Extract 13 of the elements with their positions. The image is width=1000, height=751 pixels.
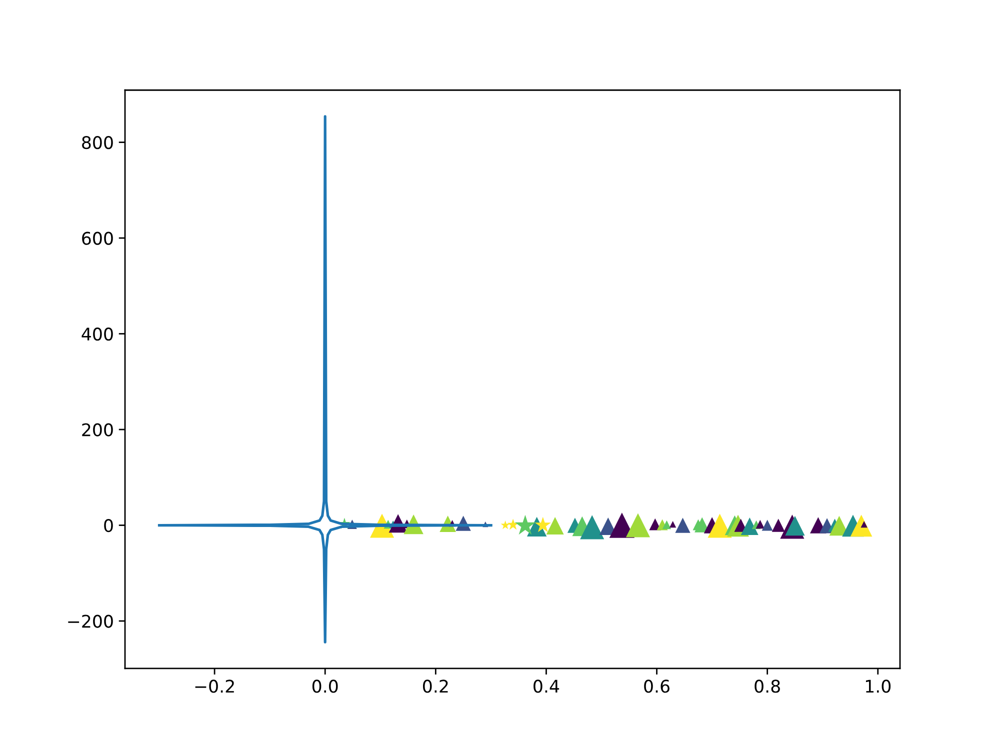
x-tick-label: 0.8	[754, 680, 780, 693]
y-tick-label: 200	[82, 423, 113, 436]
x-tick-label: −0.2	[195, 680, 234, 693]
x-tick-label: 0.6	[644, 680, 670, 693]
y-tick-label: 400	[82, 327, 113, 341]
x-tick-label: 0.2	[423, 680, 448, 693]
y-tick-label: 800	[82, 136, 113, 150]
x-tick-label: 0.4	[534, 680, 560, 693]
y-tick-label: 600	[82, 232, 113, 245]
y-tick-label: 0	[104, 518, 113, 532]
y-tick-label: −200	[68, 614, 113, 628]
x-tick-label: 1.0	[866, 680, 891, 693]
x-tick-label: 0.0	[312, 680, 338, 693]
